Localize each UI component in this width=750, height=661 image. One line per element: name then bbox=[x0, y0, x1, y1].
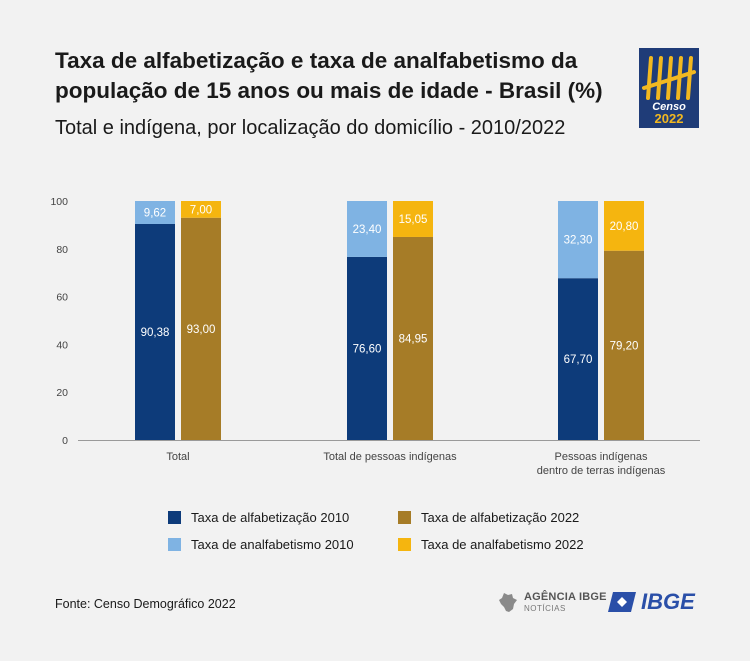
data-label-analfabetismo-2010: 23,40 bbox=[353, 224, 382, 236]
data-label-alfabetizacao-2022: 93,00 bbox=[187, 324, 216, 336]
censo-2022-logo: Censo 2022 bbox=[639, 48, 699, 128]
ibge-logo: IBGE bbox=[607, 588, 695, 616]
x-category-label: Total bbox=[166, 451, 189, 463]
legend-label-analfabetismo-2022: Taxa de analfabetismo 2022 bbox=[421, 536, 584, 552]
agencia-text: AGÊNCIA IBGE NOTÍCIAS bbox=[524, 592, 607, 614]
censo-logo-year: 2022 bbox=[655, 111, 684, 126]
data-label-alfabetizacao-2010: 76,60 bbox=[353, 343, 382, 355]
source-note: Fonte: Censo Demográfico 2022 bbox=[55, 597, 236, 611]
bar-analfabetismo-2010 bbox=[558, 201, 598, 279]
bar-analfabetismo-2022 bbox=[181, 201, 221, 218]
bar-alfabetizacao-2010 bbox=[558, 278, 598, 440]
bar-alfabetizacao-2022 bbox=[181, 217, 221, 440]
data-label-alfabetizacao-2022: 84,95 bbox=[399, 333, 428, 345]
legend-swatch-analfabetismo-2022 bbox=[398, 537, 411, 551]
legend-label-alfabetizacao-2022: Taxa de alfabetização 2022 bbox=[421, 509, 580, 525]
y-tick-label: 0 bbox=[62, 435, 68, 447]
bar-alfabetizacao-2010 bbox=[135, 223, 175, 440]
x-category-label: Total de pessoas indígenas bbox=[323, 451, 457, 463]
chart-title-line-1: Taxa de alfabetização e taxa de analfabe… bbox=[55, 48, 578, 73]
agencia-main-text: AGÊNCIA IBGE bbox=[524, 591, 607, 603]
y-tick-label: 40 bbox=[56, 339, 68, 351]
tally-marks-icon bbox=[642, 56, 696, 100]
legend-item-alfabetizacao-2010: Taxa de alfabetização 2010 bbox=[168, 508, 349, 526]
legend-label-analfabetismo-2010: Taxa de analfabetismo 2010 bbox=[191, 536, 354, 552]
chart-subtitle: Total e indígena, por localização do dom… bbox=[55, 117, 566, 139]
x-axis: Total Total de pessoas indígenas Pessoas i… bbox=[78, 440, 700, 477]
ibge-text: IBGE bbox=[641, 589, 695, 614]
y-axis: 100 80 60 40 20 0 bbox=[50, 196, 68, 447]
x-category-label: dentro de terras indígenas bbox=[537, 465, 666, 477]
data-label-alfabetizacao-2022: 79,20 bbox=[610, 340, 639, 352]
bar-alfabetizacao-2022 bbox=[393, 236, 433, 440]
bar-alfabetizacao-2010 bbox=[347, 256, 387, 440]
legend-item-analfabetismo-2010: Taxa de analfabetismo 2010 bbox=[168, 535, 354, 553]
legend-swatch-alfabetizacao-2022 bbox=[398, 510, 411, 524]
data-label-alfabetizacao-2010: 90,38 bbox=[141, 327, 170, 339]
agencia-map-icon bbox=[499, 593, 517, 612]
legend-swatch-alfabetizacao-2010 bbox=[168, 510, 181, 524]
y-tick-label: 60 bbox=[56, 292, 68, 304]
y-tick-label: 80 bbox=[56, 244, 68, 256]
data-label-analfabetismo-2010: 9,62 bbox=[144, 207, 166, 219]
bar-analfabetismo-2010 bbox=[135, 201, 175, 224]
bars: 90,38 9,62 93,00 7,00 76,60 23,40 84,95 15,05 67… bbox=[135, 201, 644, 440]
data-label-analfabetismo-2022: 7,00 bbox=[190, 204, 212, 216]
bar-analfabetismo-2022 bbox=[604, 201, 644, 251]
agencia-sub-text: NOTÍCIAS bbox=[524, 604, 566, 613]
ibge-flag-icon bbox=[608, 592, 636, 612]
chart-title: Taxa de alfabetização e taxa de analfabe… bbox=[55, 46, 635, 106]
bar-alfabetizacao-2022 bbox=[604, 250, 644, 440]
legend-swatch-analfabetismo-2010 bbox=[168, 537, 181, 551]
agencia-ibge-logo: AGÊNCIA IBGE NOTÍCIAS bbox=[498, 588, 607, 618]
x-category-label: Pessoas indígenas bbox=[555, 451, 648, 463]
y-tick-label: 100 bbox=[50, 196, 68, 208]
censo-logo-word: Censo bbox=[652, 101, 686, 113]
data-label-analfabetismo-2010: 32,30 bbox=[564, 235, 593, 247]
legend-label-alfabetizacao-2010: Taxa de alfabetização 2010 bbox=[191, 509, 350, 525]
chart-title-line-2: população de 15 anos ou mais de idade - … bbox=[55, 78, 603, 103]
bar-analfabetismo-2010 bbox=[347, 201, 387, 257]
legend-item-alfabetizacao-2022: Taxa de alfabetização 2022 bbox=[398, 508, 579, 526]
bar-analfabetismo-2022 bbox=[393, 201, 433, 237]
data-label-alfabetizacao-2010: 67,70 bbox=[564, 354, 593, 366]
data-label-analfabetismo-2022: 15,05 bbox=[399, 214, 428, 226]
legend-item-analfabetismo-2022: Taxa de analfabetismo 2022 bbox=[398, 535, 584, 553]
data-label-analfabetismo-2022: 20,80 bbox=[610, 221, 639, 233]
y-tick-label: 20 bbox=[56, 387, 68, 399]
legend: Taxa de alfabetização 2010 Taxa de alfab… bbox=[168, 508, 648, 556]
